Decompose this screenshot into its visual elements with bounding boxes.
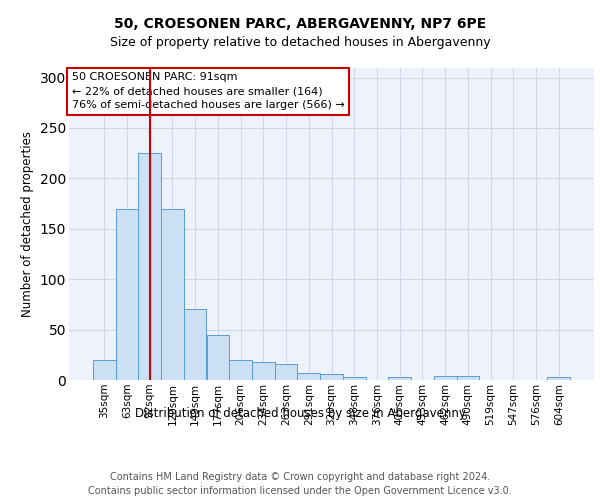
Bar <box>116 208 139 380</box>
Bar <box>93 360 116 380</box>
Bar <box>320 374 343 380</box>
Bar <box>229 360 252 380</box>
Y-axis label: Number of detached properties: Number of detached properties <box>21 130 34 317</box>
Bar <box>388 377 411 380</box>
Bar <box>547 377 570 380</box>
Bar <box>161 208 184 380</box>
Bar <box>184 310 206 380</box>
Text: Size of property relative to detached houses in Abergavenny: Size of property relative to detached ho… <box>110 36 490 49</box>
Bar <box>298 373 320 380</box>
Bar <box>343 377 365 380</box>
Bar <box>252 362 275 380</box>
Bar <box>275 364 298 380</box>
Bar <box>434 376 457 380</box>
Text: 50 CROESONEN PARC: 91sqm
← 22% of detached houses are smaller (164)
76% of semi-: 50 CROESONEN PARC: 91sqm ← 22% of detach… <box>71 72 344 110</box>
Text: Distribution of detached houses by size in Abergavenny: Distribution of detached houses by size … <box>134 408 466 420</box>
Text: Contains HM Land Registry data © Crown copyright and database right 2024.
Contai: Contains HM Land Registry data © Crown c… <box>88 472 512 496</box>
Bar <box>457 376 479 380</box>
Bar <box>206 334 229 380</box>
Text: 50, CROESONEN PARC, ABERGAVENNY, NP7 6PE: 50, CROESONEN PARC, ABERGAVENNY, NP7 6PE <box>114 18 486 32</box>
Bar <box>139 153 161 380</box>
